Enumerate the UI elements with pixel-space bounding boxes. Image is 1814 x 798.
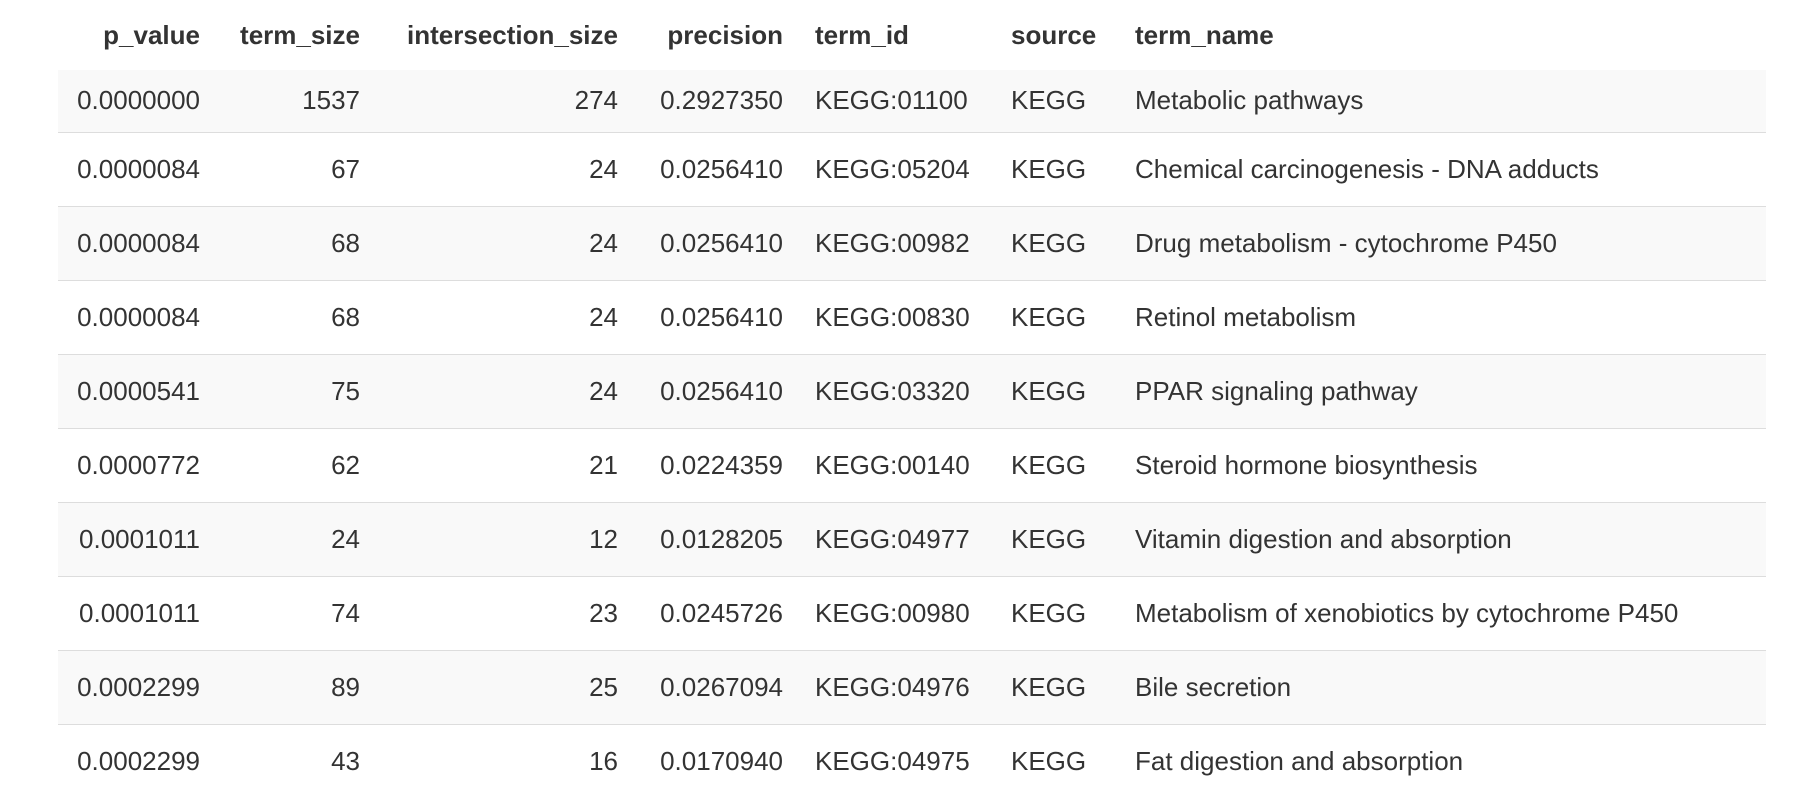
cell-p-value: 0.0000084 [77,227,200,258]
cell-intersection-size: 23 [589,597,618,628]
cell-source: KEGG [1011,745,1087,776]
cell-intersection-size: 24 [589,301,618,332]
table-header: p_value term_size intersection_size prec… [58,0,1766,70]
table-row: 0.0000084 67 24 0.0256410 KEGG:05204 KEGG Chem… [58,132,1766,206]
cell-intersection-size: 24 [589,227,618,258]
cell-precision: 0.0256410 [660,153,783,184]
cell-term-name: Drug metabolism - cytochrome P450 [1135,227,1557,258]
cell-term-name: Fat digestion and absorption [1135,745,1464,776]
table-row: 0.0000541 75 24 0.0256410 KEGG:03320 KEGG PPAR… [58,354,1766,428]
header-precision: precision [667,19,783,50]
table-container: p_value term_size intersection_size prec… [58,0,1766,798]
table-row: 0.0002299 89 25 0.0267094 KEGG:04976 KEGG Bile… [58,650,1766,724]
cell-source: KEGG [1011,449,1087,480]
cell-term-id: KEGG:00140 [815,449,970,480]
cell-source: KEGG [1011,153,1087,184]
cell-term-id: KEGG:01100 [815,85,968,116]
cell-term-name: Vitamin digestion and absorption [1135,523,1512,554]
cell-p-value: 0.0000772 [77,449,200,480]
cell-term-id: KEGG:00830 [815,301,970,332]
cell-source: KEGG [1011,227,1087,258]
cell-term-size: 24 [331,523,360,554]
cell-precision: 0.0256410 [660,375,783,406]
cell-source: KEGG [1011,523,1087,554]
cell-source: KEGG [1011,85,1087,116]
cell-term-name: Chemical carcinogenesis - DNA adducts [1135,153,1599,184]
header-row: p_value term_size intersection_size prec… [58,0,1766,70]
cell-term-size: 67 [331,153,360,184]
table-row: 0.0001011 74 23 0.0245726 KEGG:00980 KEGG Meta… [58,576,1766,650]
cell-term-size: 43 [331,745,360,776]
cell-precision: 0.0224359 [660,449,783,480]
table-row: 0.0001011 24 12 0.0128205 KEGG:04977 KEGG Vita… [58,502,1766,576]
cell-precision: 0.0267094 [660,671,783,702]
cell-term-name: Retinol metabolism [1135,301,1357,332]
cell-intersection-size: 12 [589,523,618,554]
header-term-name: term_name [1135,19,1274,50]
table-row: 0.0000000 1537 274 0.2927350 KEGG:01100 KEGG M… [58,70,1766,132]
cell-intersection-size: 25 [589,671,618,702]
cell-source: KEGG [1011,671,1087,702]
table-row: 0.0000084 68 24 0.0256410 KEGG:00982 KEGG Drug… [58,206,1766,280]
cell-term-id: KEGG:04976 [815,671,970,702]
cell-term-name: Steroid hormone biosynthesis [1135,449,1478,480]
cell-precision: 0.0128205 [660,523,783,554]
cell-source: KEGG [1011,301,1087,332]
cell-term-size: 74 [331,597,360,628]
cell-precision: 0.0256410 [660,227,783,258]
cell-p-value: 0.0002299 [77,745,200,776]
enrichment-results-table: p_value term_size intersection_size prec… [58,0,1766,798]
cell-term-id: KEGG:05204 [815,153,970,184]
cell-term-name: PPAR signaling pathway [1135,375,1418,406]
cell-term-name: Metabolism of xenobiotics by cytochrome … [1135,597,1679,628]
cell-term-size: 1537 [302,85,360,116]
cell-precision: 0.0256410 [660,301,783,332]
cell-term-id: KEGG:04977 [815,523,970,554]
cell-term-id: KEGG:00980 [815,597,970,628]
cell-term-name: Metabolic pathways [1135,85,1364,116]
cell-p-value: 0.0002299 [77,671,200,702]
cell-term-name: Bile secretion [1135,671,1292,702]
cell-term-id: KEGG:04975 [815,745,970,776]
table-row: 0.0000772 62 21 0.0224359 KEGG:00140 KEGG Ster… [58,428,1766,502]
cell-term-size: 75 [331,375,360,406]
table-row: 0.0002299 43 16 0.0170940 KEGG:04975 KEGG Fat … [58,724,1766,798]
table-row: 0.0000084 68 24 0.0256410 KEGG:00830 KEGG Reti… [58,280,1766,354]
cell-p-value: 0.0000084 [77,301,200,332]
cell-term-size: 62 [331,449,360,480]
cell-precision: 0.0245726 [660,597,783,628]
cell-p-value: 0.0001011 [79,597,200,628]
cell-precision: 0.2927350 [660,85,783,116]
cell-source: KEGG [1011,375,1087,406]
cell-precision: 0.0170940 [660,745,783,776]
header-term-size: term_size [240,19,360,50]
cell-intersection-size: 24 [589,153,618,184]
header-intersection-size: intersection_size [407,19,618,50]
cell-intersection-size: 274 [574,85,618,116]
cell-source: KEGG [1011,597,1087,628]
cell-intersection-size: 16 [589,745,618,776]
cell-term-size: 68 [331,227,360,258]
cell-p-value: 0.0000000 [77,85,200,116]
table-body: 0.0000000 1537 274 0.2927350 KEGG:01100 KEGG M… [58,70,1766,798]
header-term-id: term_id [815,19,909,50]
header-source: source [1011,19,1097,50]
cell-term-id: KEGG:03320 [815,375,970,406]
cell-p-value: 0.0000541 [77,375,200,406]
cell-p-value: 0.0001011 [79,523,200,554]
cell-intersection-size: 24 [589,375,618,406]
cell-term-id: KEGG:00982 [815,227,970,258]
header-p-value: p_value [103,19,200,50]
cell-intersection-size: 21 [589,449,618,480]
cell-term-size: 68 [331,301,360,332]
cell-p-value: 0.0000084 [77,153,200,184]
cell-term-size: 89 [331,671,360,702]
